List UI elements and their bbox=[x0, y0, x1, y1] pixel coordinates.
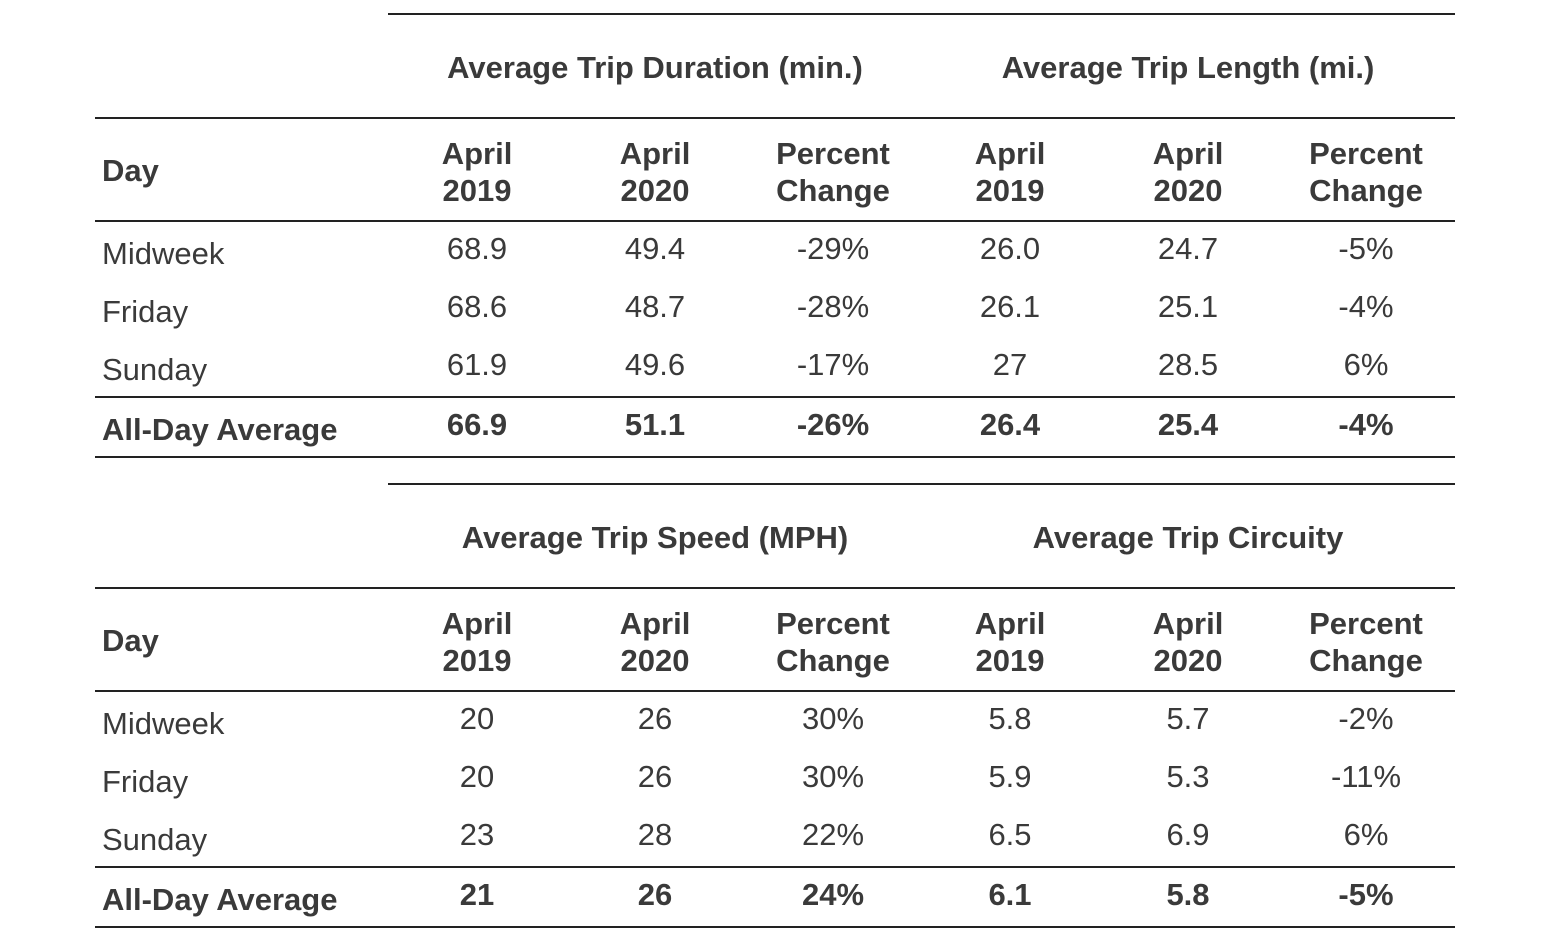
table-cell: 23 bbox=[459, 817, 495, 852]
top-rule bbox=[388, 483, 1455, 485]
table-cell: -2% bbox=[1338, 701, 1394, 736]
table-cell: 5.3 bbox=[1166, 759, 1210, 794]
column-header: Percent Change bbox=[776, 606, 890, 678]
table-cell: 6.5 bbox=[988, 817, 1032, 852]
average-row-rule bbox=[95, 396, 1455, 398]
column-header: April 2020 bbox=[619, 136, 691, 208]
table-cell: 22% bbox=[801, 817, 865, 852]
bottom-rule bbox=[95, 456, 1455, 458]
table-cell: -4% bbox=[1338, 289, 1394, 324]
average-row-rule bbox=[95, 866, 1455, 868]
table-cell: 20 bbox=[459, 701, 495, 736]
column-header: April 2019 bbox=[974, 136, 1046, 208]
column-header: Percent Change bbox=[1309, 606, 1423, 678]
table-cell: 5.8 bbox=[988, 701, 1032, 736]
table-cell: 21 bbox=[459, 877, 495, 912]
column-header: April 2019 bbox=[974, 606, 1046, 678]
table-cell: -17% bbox=[796, 347, 870, 382]
table-cell: 49.4 bbox=[624, 231, 686, 266]
group-header: Average Trip Duration (min.) bbox=[447, 50, 863, 85]
table-cell: 49.6 bbox=[624, 347, 686, 382]
column-header: Percent Change bbox=[1309, 136, 1423, 208]
table-cell: 5.8 bbox=[1166, 877, 1210, 912]
table-cell: 5.9 bbox=[988, 759, 1032, 794]
table-cell: 5.7 bbox=[1166, 701, 1210, 736]
table-cell: -5% bbox=[1338, 231, 1394, 266]
table-cell: -26% bbox=[796, 407, 870, 442]
column-header: April 2020 bbox=[1152, 606, 1224, 678]
table-cell: 26.1 bbox=[979, 289, 1041, 324]
table-cell: 26 bbox=[637, 759, 673, 794]
table-cell: 66.9 bbox=[446, 407, 508, 442]
table-cell: -11% bbox=[1330, 759, 1402, 794]
row-label: Friday bbox=[102, 764, 189, 799]
group-header-rule bbox=[95, 117, 1455, 119]
table-cell: 25.4 bbox=[1157, 407, 1219, 442]
row-label: All-Day Average bbox=[102, 882, 338, 917]
column-header: April 2020 bbox=[1152, 136, 1224, 208]
table-cell: 48.7 bbox=[624, 289, 686, 324]
row-label: Friday bbox=[102, 294, 189, 329]
table-cell: 26.0 bbox=[979, 231, 1041, 266]
table-cell: 28 bbox=[637, 817, 673, 852]
table-cell: 6% bbox=[1343, 347, 1389, 382]
top-rule bbox=[388, 13, 1455, 15]
row-label: Midweek bbox=[102, 236, 225, 271]
group-header: Average Trip Speed (MPH) bbox=[461, 520, 849, 555]
table-cell: 25.1 bbox=[1157, 289, 1219, 324]
group-header: Average Trip Length (mi.) bbox=[1001, 50, 1375, 85]
group-header: Average Trip Circuity bbox=[1032, 520, 1344, 555]
bottom-rule bbox=[95, 926, 1455, 928]
table-cell: 6.9 bbox=[1166, 817, 1210, 852]
table-cell: -5% bbox=[1338, 877, 1394, 912]
column-header-rule bbox=[95, 220, 1455, 222]
column-header-rule bbox=[95, 690, 1455, 692]
group-header-rule bbox=[95, 587, 1455, 589]
row-label: Sunday bbox=[102, 822, 208, 857]
column-header: Percent Change bbox=[776, 136, 890, 208]
table-cell: 30% bbox=[801, 701, 865, 736]
column-header: April 2019 bbox=[441, 606, 513, 678]
table-cell: 24% bbox=[801, 877, 865, 912]
table-cell: 6% bbox=[1343, 817, 1389, 852]
table-cell: 26.4 bbox=[979, 407, 1041, 442]
table-cell: -28% bbox=[796, 289, 870, 324]
row-label: Midweek bbox=[102, 706, 225, 741]
table-cell: 20 bbox=[459, 759, 495, 794]
table-cell: -29% bbox=[796, 231, 870, 266]
table-cell: 6.1 bbox=[988, 877, 1032, 912]
column-header: April 2019 bbox=[441, 136, 513, 208]
row-label: Sunday bbox=[102, 352, 208, 387]
row-label: All-Day Average bbox=[102, 412, 338, 447]
table-cell: 51.1 bbox=[624, 407, 686, 442]
column-header: April 2020 bbox=[619, 606, 691, 678]
table-cell: 27 bbox=[992, 347, 1028, 382]
table-cell: 28.5 bbox=[1157, 347, 1219, 382]
table-cell: 61.9 bbox=[446, 347, 508, 382]
table-cell: -4% bbox=[1338, 407, 1394, 442]
day-column-header: Day bbox=[102, 153, 159, 188]
table-cell: 26 bbox=[637, 701, 673, 736]
table-cell: 26 bbox=[637, 877, 673, 912]
table-cell: 68.6 bbox=[446, 289, 508, 324]
table-cell: 68.9 bbox=[446, 231, 508, 266]
table-cell: 24.7 bbox=[1157, 231, 1219, 266]
day-column-header: Day bbox=[102, 623, 159, 658]
table-cell: 30% bbox=[801, 759, 865, 794]
